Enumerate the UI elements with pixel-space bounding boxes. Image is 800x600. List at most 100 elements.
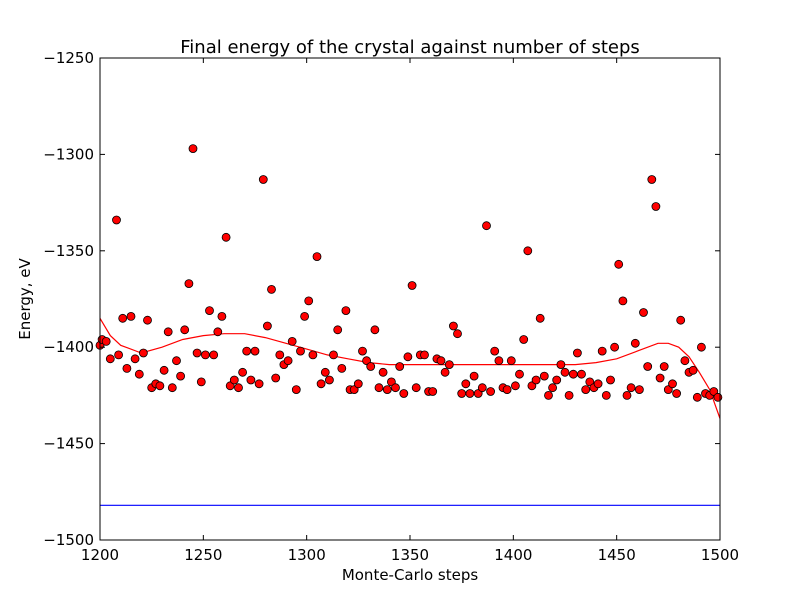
data-point <box>337 363 347 373</box>
data-point <box>308 350 318 360</box>
y-tick-label: −1350 <box>43 242 94 260</box>
x-tick-label: 1500 <box>701 546 739 564</box>
data-point <box>143 315 152 325</box>
data-point <box>192 348 202 358</box>
data-point <box>535 313 545 323</box>
data-point <box>138 348 148 358</box>
data-point <box>490 346 500 356</box>
data-point <box>399 389 409 398</box>
data-point <box>134 369 144 379</box>
data-point <box>552 375 562 385</box>
y-tick-label: −1400 <box>43 338 94 356</box>
data-point <box>519 335 529 344</box>
data-point <box>217 311 227 321</box>
data-point <box>420 350 429 360</box>
data-point <box>353 379 363 389</box>
data-point <box>101 336 111 346</box>
data-point <box>556 360 566 370</box>
y-tick-label: −1250 <box>43 49 94 67</box>
data-point <box>568 369 578 379</box>
plot-area: 1200 1250 1300 1350 1400 1450 1500 −1250 −1300 −1… <box>43 49 739 564</box>
data-point <box>457 389 467 398</box>
data-point <box>539 371 549 381</box>
x-tick-label: 1250 <box>184 546 222 564</box>
data-point <box>651 202 661 211</box>
data-point <box>159 365 169 375</box>
data-point <box>564 390 574 400</box>
data-point <box>254 379 264 389</box>
data-point <box>172 356 181 366</box>
data-point <box>469 371 479 381</box>
data-point <box>304 296 314 306</box>
data-point <box>122 363 132 373</box>
data-point <box>238 367 248 377</box>
data-point <box>167 383 177 393</box>
data-point <box>610 342 619 352</box>
x-tick-label: 1350 <box>391 546 429 564</box>
data-point <box>395 362 405 371</box>
data-point <box>444 360 454 370</box>
data-point <box>622 390 632 400</box>
data-point <box>618 296 628 306</box>
data-point <box>626 383 636 393</box>
data-point <box>196 377 206 387</box>
data-point <box>112 215 121 225</box>
data-point <box>688 365 698 375</box>
data-point <box>221 232 231 242</box>
data-point <box>659 362 669 371</box>
data-point <box>635 385 644 395</box>
data-point <box>593 379 603 389</box>
x-tick-label: 1300 <box>288 546 326 564</box>
data-point <box>477 383 487 393</box>
data-point <box>366 362 376 371</box>
data-point <box>647 175 657 184</box>
data-point <box>523 246 533 256</box>
data-point <box>697 342 706 352</box>
data-point <box>713 392 723 402</box>
data-point <box>382 385 392 395</box>
data-point <box>436 356 446 366</box>
data-point <box>692 392 702 402</box>
data-point <box>597 346 607 356</box>
data-point <box>374 383 384 393</box>
data-point <box>511 381 520 391</box>
data-point <box>428 387 438 396</box>
data-point <box>606 375 615 385</box>
data-point <box>114 350 123 360</box>
data-point <box>531 375 541 385</box>
data-point <box>411 383 421 393</box>
data-point <box>234 383 243 393</box>
x-tick-label: 1450 <box>598 546 636 564</box>
data-point <box>668 379 677 389</box>
data-point <box>262 321 272 331</box>
data-point <box>515 369 524 379</box>
data-point <box>407 281 417 290</box>
data-point <box>258 175 268 184</box>
data-point <box>324 375 334 385</box>
data-point <box>155 381 165 391</box>
data-point <box>242 346 252 356</box>
data-point <box>358 346 367 356</box>
fit-curve <box>99 317 721 419</box>
data-point <box>213 327 223 337</box>
data-point <box>229 375 239 385</box>
data-point <box>200 350 210 360</box>
data-point <box>655 373 665 383</box>
chart-title: Final energy of the crystal against numb… <box>180 37 640 58</box>
data-point <box>283 356 293 366</box>
data-point <box>246 375 256 385</box>
data-point <box>291 385 301 395</box>
data-point <box>494 356 504 366</box>
data-point <box>333 325 343 335</box>
x-tick-label: 1400 <box>494 546 532 564</box>
data-point <box>378 367 388 377</box>
y-axis-label: Energy, eV <box>16 257 34 339</box>
data-point <box>250 346 260 356</box>
data-point <box>461 379 471 389</box>
data-point <box>506 356 516 366</box>
data-point <box>271 373 281 383</box>
data-point <box>614 259 624 269</box>
data-point <box>320 367 330 377</box>
data-point <box>205 306 214 316</box>
